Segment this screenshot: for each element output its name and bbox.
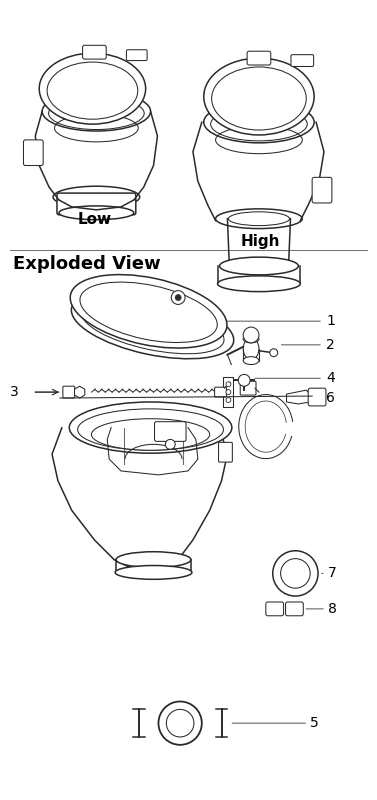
Ellipse shape xyxy=(204,102,314,143)
FancyBboxPatch shape xyxy=(291,54,314,66)
Ellipse shape xyxy=(70,274,227,348)
Ellipse shape xyxy=(204,58,314,135)
FancyBboxPatch shape xyxy=(219,442,232,462)
FancyBboxPatch shape xyxy=(312,178,332,203)
Text: 6: 6 xyxy=(326,391,335,405)
Text: 7: 7 xyxy=(328,566,337,581)
Circle shape xyxy=(175,294,181,301)
Text: High: High xyxy=(240,234,280,250)
Circle shape xyxy=(238,374,250,386)
Ellipse shape xyxy=(59,206,134,220)
FancyBboxPatch shape xyxy=(285,602,303,616)
FancyBboxPatch shape xyxy=(83,46,106,59)
FancyBboxPatch shape xyxy=(23,140,43,166)
FancyBboxPatch shape xyxy=(308,388,326,406)
Ellipse shape xyxy=(216,209,302,229)
Ellipse shape xyxy=(273,550,318,596)
Text: Low: Low xyxy=(77,212,112,227)
FancyBboxPatch shape xyxy=(155,422,186,442)
Text: Exploded View: Exploded View xyxy=(13,255,160,273)
Ellipse shape xyxy=(116,552,191,567)
FancyBboxPatch shape xyxy=(266,602,284,616)
Text: 3: 3 xyxy=(10,385,18,399)
Ellipse shape xyxy=(219,257,298,275)
Ellipse shape xyxy=(243,335,259,343)
Circle shape xyxy=(226,398,231,402)
Ellipse shape xyxy=(243,357,259,365)
Text: 4: 4 xyxy=(326,371,335,386)
Ellipse shape xyxy=(42,92,150,131)
Ellipse shape xyxy=(53,186,140,208)
FancyBboxPatch shape xyxy=(126,50,147,61)
Polygon shape xyxy=(287,390,312,404)
Circle shape xyxy=(226,390,231,394)
Text: 1: 1 xyxy=(326,314,335,328)
Circle shape xyxy=(166,439,175,450)
Circle shape xyxy=(270,349,278,357)
FancyBboxPatch shape xyxy=(63,386,75,398)
FancyBboxPatch shape xyxy=(215,387,227,397)
Ellipse shape xyxy=(39,53,146,124)
Ellipse shape xyxy=(71,291,234,358)
Ellipse shape xyxy=(218,276,300,292)
FancyBboxPatch shape xyxy=(57,193,136,214)
Text: 8: 8 xyxy=(328,602,337,616)
Circle shape xyxy=(171,290,185,305)
Ellipse shape xyxy=(158,702,202,745)
Circle shape xyxy=(226,382,231,386)
Ellipse shape xyxy=(228,258,290,274)
Ellipse shape xyxy=(243,338,259,360)
Ellipse shape xyxy=(115,566,192,579)
Ellipse shape xyxy=(280,558,310,588)
Ellipse shape xyxy=(92,418,210,450)
Text: 2: 2 xyxy=(326,338,335,352)
Text: 5: 5 xyxy=(310,716,319,730)
Ellipse shape xyxy=(69,402,232,454)
Circle shape xyxy=(243,327,259,343)
Ellipse shape xyxy=(166,710,194,737)
FancyBboxPatch shape xyxy=(240,382,256,395)
FancyBboxPatch shape xyxy=(247,51,271,65)
